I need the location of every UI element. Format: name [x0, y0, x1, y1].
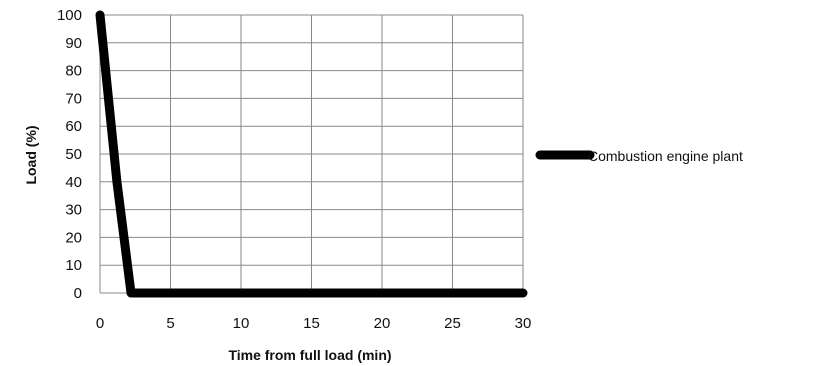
- x-tick-label: 25: [444, 315, 461, 332]
- x-tick-label: 15: [303, 315, 320, 332]
- y-tick-label: 40: [65, 174, 82, 191]
- y-tick-label: 20: [65, 229, 82, 246]
- y-tick-label: 80: [65, 63, 82, 80]
- series-line: [95, 10, 528, 298]
- x-tick-label: 30: [515, 315, 532, 332]
- y-tick-label: 0: [74, 285, 82, 302]
- y-tick-label: 60: [65, 118, 82, 135]
- grid: [99, 14, 524, 294]
- x-tick-label: 5: [166, 315, 174, 332]
- x-tick-label: 10: [233, 315, 250, 332]
- x-tick-label: 0: [96, 315, 104, 332]
- y-tick-label: 50: [65, 146, 82, 163]
- y-axis-ticks: 0 10 20 30 40 50 60 70 80 90 100: [57, 7, 82, 302]
- y-tick-label: 100: [57, 7, 82, 24]
- legend: Combustion engine plant: [535, 148, 743, 164]
- y-tick-label: 30: [65, 202, 82, 219]
- y-tick-label: 90: [65, 35, 82, 52]
- x-axis-ticks: 0 5 10 15 20 25 30: [96, 315, 532, 332]
- legend-label: Combustion engine plant: [588, 148, 743, 164]
- series-layer: [95, 10, 528, 298]
- x-axis-label: Time from full load (min): [228, 347, 391, 363]
- x-tick-label: 20: [374, 315, 391, 332]
- y-tick-label: 70: [65, 90, 82, 107]
- y-tick-label: 10: [65, 257, 82, 274]
- y-axis-label: Load (%): [23, 125, 39, 184]
